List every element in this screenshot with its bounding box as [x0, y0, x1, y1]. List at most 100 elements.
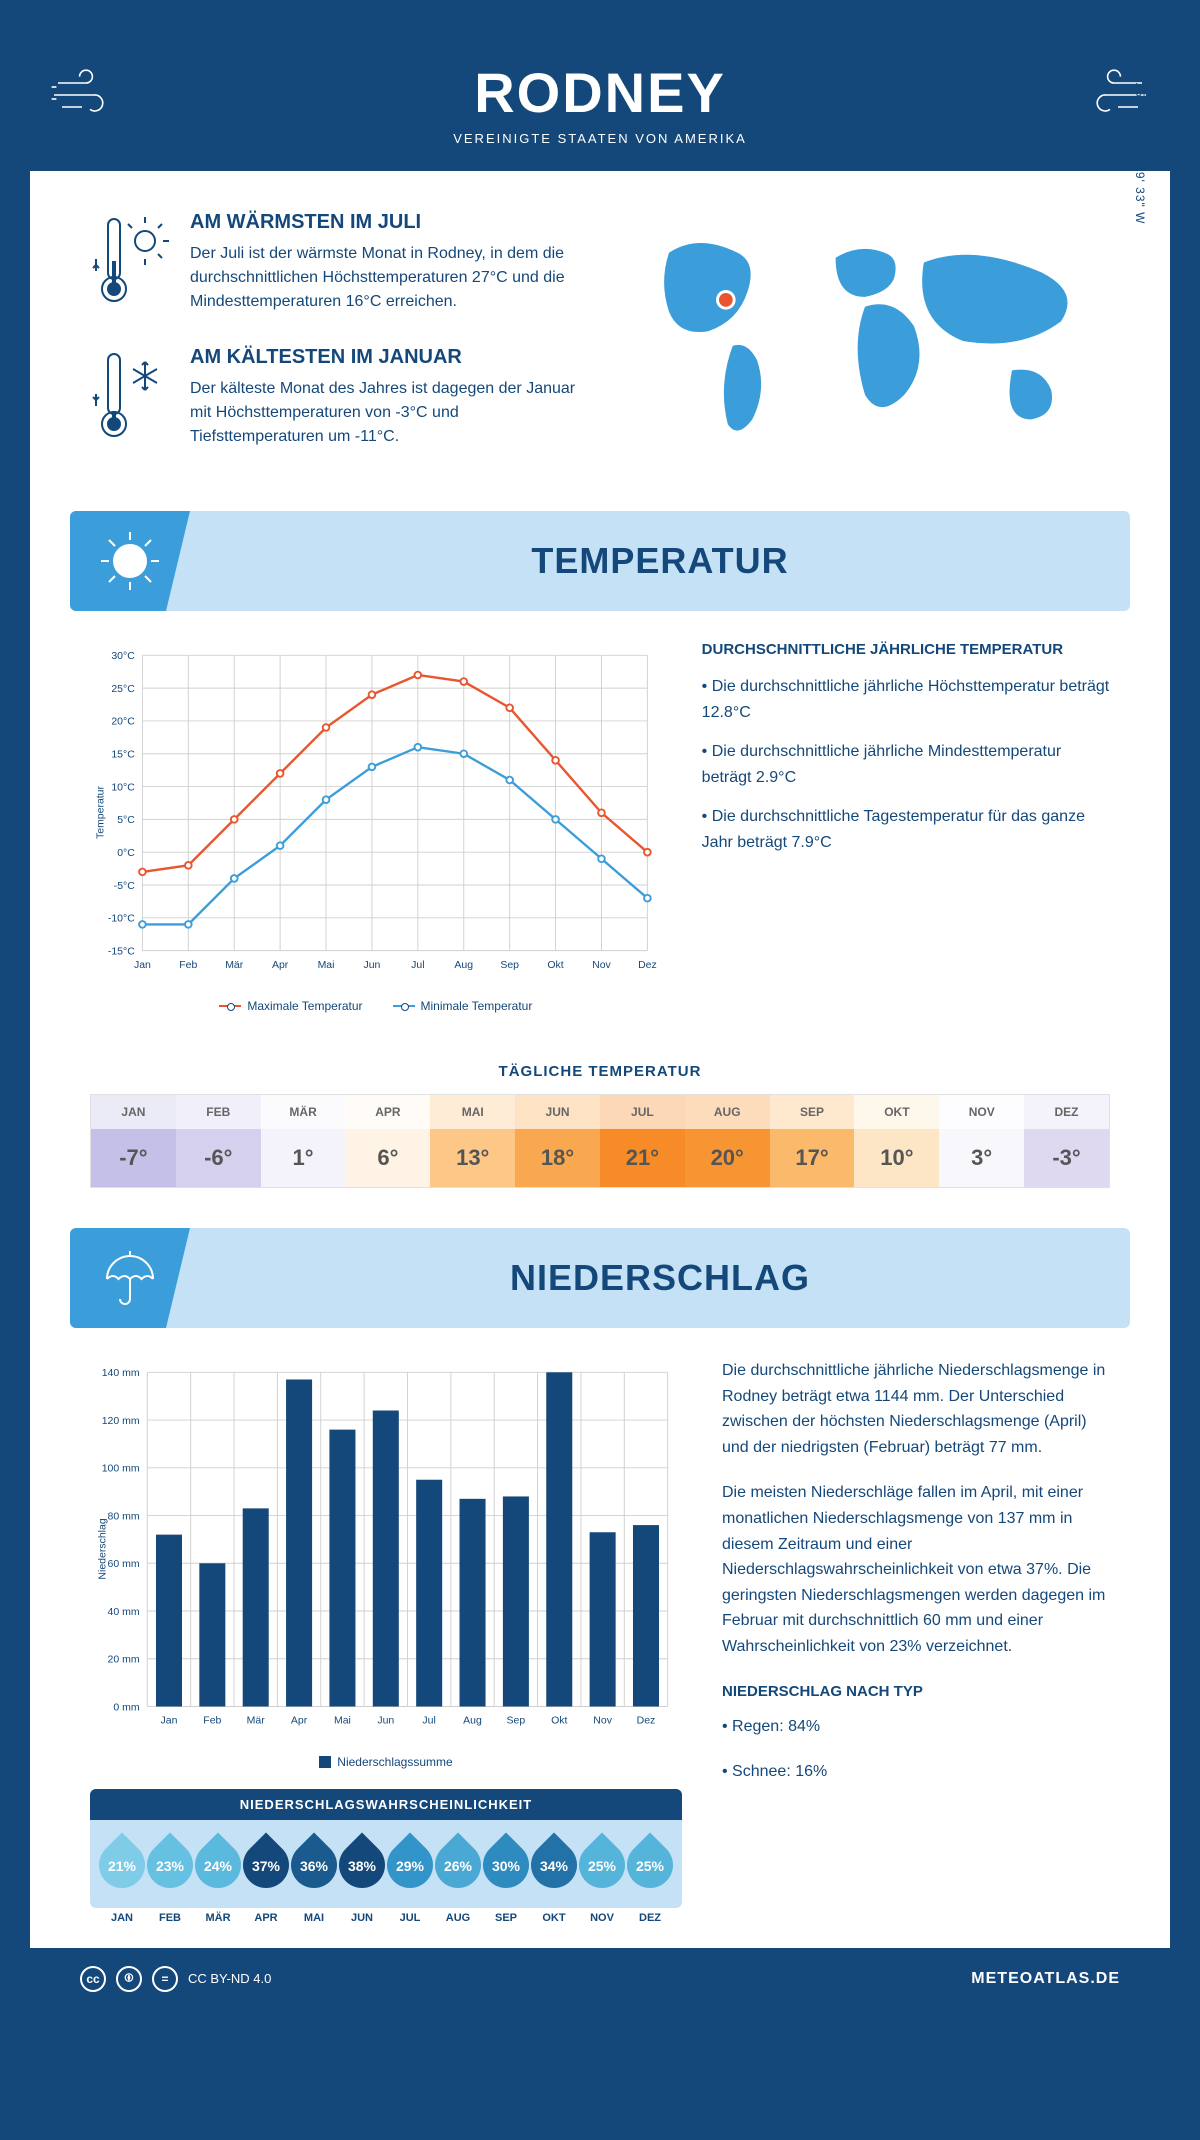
temp-table-cell: MÄR1°: [261, 1095, 346, 1187]
temp-table-cell: AUG20°: [685, 1095, 770, 1187]
daily-temp-title: TÄGLICHE TEMPERATUR: [30, 1063, 1170, 1080]
svg-text:Jun: Jun: [363, 960, 380, 971]
temp-table-cell: NOV3°: [939, 1095, 1024, 1187]
by-icon: 🅯: [116, 1966, 142, 1992]
location-title: RODNEY: [150, 60, 1050, 125]
svg-text:Nov: Nov: [593, 1715, 612, 1727]
prob-title: NIEDERSCHLAGSWAHRSCHEINLICHKEIT: [90, 1789, 682, 1820]
svg-text:30°C: 30°C: [111, 651, 135, 662]
avg-high: • Die durchschnittliche jährliche Höchst…: [702, 674, 1110, 725]
avg-temp-title: DURCHSCHNITTLICHE JÄHRLICHE TEMPERATUR: [702, 641, 1110, 658]
svg-text:Apr: Apr: [291, 1715, 308, 1727]
svg-text:Feb: Feb: [203, 1715, 221, 1727]
svg-text:20 mm: 20 mm: [108, 1654, 140, 1666]
svg-text:0 mm: 0 mm: [113, 1701, 140, 1713]
temp-table-cell: MAI13°: [430, 1095, 515, 1187]
precip-section-title: NIEDERSCHLAG: [190, 1257, 1130, 1299]
svg-text:Jan: Jan: [161, 1715, 178, 1727]
svg-text:100 mm: 100 mm: [102, 1463, 140, 1475]
coldest-title: AM KÄLTESTEN IM JANUAR: [190, 346, 580, 369]
temp-table-cell: DEZ-3°: [1024, 1095, 1109, 1187]
temp-table-cell: APR6°: [345, 1095, 430, 1187]
precip-type-title: NIEDERSCHLAG NACH TYP: [722, 1680, 1110, 1704]
svg-text:-5°C: -5°C: [114, 881, 135, 892]
svg-text:Sep: Sep: [500, 960, 519, 971]
precip-snow: • Schnee: 16%: [722, 1759, 1110, 1785]
svg-text:Mai: Mai: [318, 960, 335, 971]
precipitation-probability-box: NIEDERSCHLAGSWAHRSCHEINLICHKEIT 21%JAN23…: [90, 1789, 682, 1908]
svg-text:80 mm: 80 mm: [108, 1510, 140, 1522]
svg-text:5°C: 5°C: [117, 815, 135, 826]
wind-icon: [30, 63, 150, 143]
svg-text:Apr: Apr: [272, 960, 289, 971]
svg-text:-15°C: -15°C: [108, 946, 135, 957]
coldest-text: Der kälteste Monat des Jahres ist dagege…: [190, 377, 580, 449]
svg-text:Temperatur: Temperatur: [95, 786, 106, 839]
probability-drop: 21%JAN: [98, 1834, 146, 1894]
thermometer-snow-icon: [90, 346, 170, 451]
probability-drop: 24%MÄR: [194, 1834, 242, 1894]
umbrella-icon: [70, 1228, 190, 1328]
nd-icon: =: [152, 1966, 178, 1992]
precip-p2: Die meisten Niederschläge fallen im Apri…: [722, 1480, 1110, 1659]
svg-text:Jun: Jun: [377, 1715, 394, 1727]
svg-text:60 mm: 60 mm: [108, 1558, 140, 1570]
svg-text:Nov: Nov: [592, 960, 611, 971]
warmest-title: AM WÄRMSTEN IM JULI: [190, 211, 580, 234]
svg-text:Feb: Feb: [179, 960, 197, 971]
coordinates: MICHIGAN 43° 40' 25" N — 85° 19' 33" W: [1133, 0, 1147, 224]
warmest-fact: AM WÄRMSTEN IM JULI Der Juli ist der wär…: [90, 211, 580, 316]
precip-chart-legend: Niederschlagssumme: [90, 1755, 682, 1769]
warmest-text: Der Juli ist der wärmste Monat in Rodney…: [190, 242, 580, 314]
probability-drop: 26%AUG: [434, 1834, 482, 1894]
svg-text:Mär: Mär: [247, 1715, 266, 1727]
svg-text:Okt: Okt: [551, 1715, 567, 1727]
svg-text:Dez: Dez: [638, 960, 657, 971]
temp-table-cell: OKT10°: [854, 1095, 939, 1187]
svg-text:Mai: Mai: [334, 1715, 351, 1727]
svg-text:140 mm: 140 mm: [102, 1367, 140, 1379]
svg-text:Jul: Jul: [411, 960, 424, 971]
svg-text:Jan: Jan: [134, 960, 151, 971]
coldest-fact: AM KÄLTESTEN IM JANUAR Der kälteste Mona…: [90, 346, 580, 451]
svg-text:Aug: Aug: [463, 1715, 482, 1727]
temp-table-cell: JUL21°: [600, 1095, 685, 1187]
svg-text:Jul: Jul: [422, 1715, 435, 1727]
svg-text:10°C: 10°C: [111, 782, 135, 793]
license-text: CC BY-ND 4.0: [188, 1971, 271, 1986]
location-subtitle: VEREINIGTE STAATEN VON AMERIKA: [150, 131, 1050, 146]
sun-icon: [70, 511, 190, 611]
cc-icon: cc: [80, 1966, 106, 1992]
daily-temp-table: JAN-7°FEB-6°MÄR1°APR6°MAI13°JUN18°JUL21°…: [90, 1094, 1110, 1188]
svg-text:-10°C: -10°C: [108, 914, 135, 925]
temp-table-cell: SEP17°: [770, 1095, 855, 1187]
temp-section-title: TEMPERATUR: [190, 540, 1130, 582]
probability-drop: 36%MAI: [290, 1834, 338, 1894]
svg-text:Dez: Dez: [637, 1715, 656, 1727]
svg-text:0°C: 0°C: [117, 848, 135, 859]
svg-text:Aug: Aug: [454, 960, 473, 971]
precip-rain: • Regen: 84%: [722, 1714, 1110, 1740]
precip-p1: Die durchschnittliche jährliche Niedersc…: [722, 1358, 1110, 1460]
svg-text:20°C: 20°C: [111, 717, 135, 728]
svg-text:Mär: Mär: [225, 960, 244, 971]
temperature-line-chart: -15°C-10°C-5°C0°C5°C10°C15°C20°C25°C30°C…: [90, 641, 662, 984]
avg-low: • Die durchschnittliche jährliche Mindes…: [702, 739, 1110, 790]
temp-chart-legend: Maximale Temperatur Minimale Temperatur: [90, 999, 662, 1013]
page-footer: cc 🅯 = CC BY-ND 4.0 METEOATLAS.DE: [30, 1948, 1170, 2010]
page-header: RODNEY VEREINIGTE STAATEN VON AMERIKA: [30, 30, 1170, 171]
probability-drop: 30%SEP: [482, 1834, 530, 1894]
svg-text:120 mm: 120 mm: [102, 1415, 140, 1427]
svg-text:Okt: Okt: [547, 960, 563, 971]
avg-day: • Die durchschnittliche Tagestemperatur …: [702, 804, 1110, 855]
svg-text:Sep: Sep: [507, 1715, 526, 1727]
precipitation-bar-chart: 0 mm 20 mm 40 mm 60 mm 80 mm 100 mm 120 mm 140 …: [90, 1358, 682, 1740]
precip-section-header: NIEDERSCHLAG: [70, 1228, 1130, 1328]
probability-drop: 37%APR: [242, 1834, 290, 1894]
svg-text:40 mm: 40 mm: [108, 1606, 140, 1618]
probability-drop: 25%DEZ: [626, 1834, 674, 1894]
svg-text:15°C: 15°C: [111, 750, 135, 761]
svg-text:Niederschlag: Niederschlag: [96, 1518, 108, 1579]
probability-drop: 34%OKT: [530, 1834, 578, 1894]
thermometer-sun-icon: [90, 211, 170, 316]
